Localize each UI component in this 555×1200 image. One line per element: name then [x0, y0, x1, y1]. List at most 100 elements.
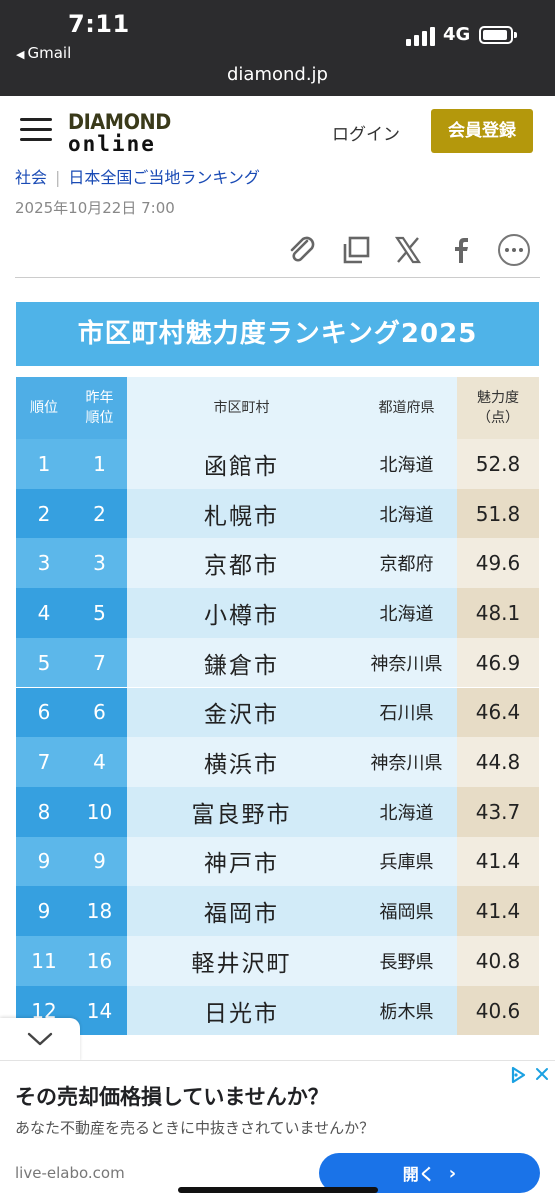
logo-line1: DIAMOND	[68, 110, 171, 134]
score-cell: 40.8	[457, 936, 539, 986]
battery-icon	[479, 26, 517, 44]
status-bar: 7:11 ◀ Gmail 4G diamond.jp	[0, 0, 555, 96]
score-cell: 40.6	[457, 985, 539, 1036]
score-cell: 41.4	[457, 836, 539, 887]
prefecture-cell: 栃木県	[356, 985, 457, 1036]
rank-cell: 7	[16, 737, 72, 787]
prefecture-cell: 石川県	[356, 687, 457, 738]
login-link[interactable]: ログイン	[332, 125, 400, 145]
prefecture-cell: 北海道	[356, 439, 457, 489]
breadcrumb: 社会 | 日本全国ご当地ランキング	[15, 164, 260, 188]
hamburger-menu-icon[interactable]	[20, 116, 52, 144]
prefecture-cell: 兵庫県	[356, 836, 457, 887]
rank-cell: 8	[16, 786, 72, 837]
score-cell: 52.8	[457, 439, 539, 489]
header-score-line2: （点）	[477, 410, 519, 426]
rank-cell: 2	[16, 488, 72, 539]
prev-rank-cell: 9	[72, 836, 127, 887]
status-time: 7:11	[68, 10, 130, 38]
back-to-app-link[interactable]: ◀ Gmail	[16, 44, 71, 62]
facebook-icon[interactable]	[443, 232, 479, 268]
score-cell: 46.4	[457, 687, 539, 738]
chevron-down-icon	[27, 1032, 53, 1046]
prev-rank-cell: 2	[72, 488, 127, 539]
rank-cell: 3	[16, 538, 72, 589]
score-cell: 48.1	[457, 588, 539, 638]
back-app-label: Gmail	[27, 44, 72, 62]
city-cell: 福岡市	[127, 886, 356, 936]
score-cell: 49.6	[457, 538, 539, 589]
header-prev-rank-line1: 昨年	[85, 390, 114, 406]
prev-rank-cell: 1	[72, 439, 127, 489]
table-row: 9 9 神戸市 兵庫県 41.4	[16, 836, 539, 887]
prefecture-cell: 京都府	[356, 538, 457, 589]
rank-cell: 4	[16, 588, 72, 638]
prefecture-cell: 北海道	[356, 488, 457, 539]
prev-rank-cell: 10	[72, 786, 127, 837]
score-cell: 46.9	[457, 637, 539, 688]
rank-cell: 6	[16, 687, 72, 738]
prev-rank-cell: 3	[72, 538, 127, 589]
ranking-title: 市区町村魅力度ランキング2025	[16, 302, 539, 366]
prefecture-cell: 神奈川県	[356, 737, 457, 787]
url-bar[interactable]: diamond.jp	[227, 64, 328, 85]
table-row: 12 14 日光市 栃木県 40.6	[16, 985, 539, 1036]
register-button[interactable]: 会員登録	[431, 109, 533, 153]
ad-open-label: 開く	[402, 1165, 435, 1184]
header-prev-rank-line2: 順位	[85, 410, 114, 426]
header-prefecture: 都道府県	[356, 377, 457, 439]
header-score: 魅力度 （点）	[457, 377, 539, 439]
table-row: 1 1 函館市 北海道 52.8	[16, 439, 539, 489]
chevron-right-icon: ›	[448, 1162, 457, 1184]
table-row: 11 16 軽井沢町 長野県 40.8	[16, 936, 539, 986]
home-indicator	[178, 1187, 378, 1193]
breadcrumb-series[interactable]: 日本全国ご当地ランキング	[68, 168, 260, 187]
score-cell: 44.8	[457, 737, 539, 787]
header-prev-rank: 昨年 順位	[72, 377, 127, 439]
score-cell: 41.4	[457, 886, 539, 936]
table-row: 7 4 横浜市 神奈川県 44.8	[16, 737, 539, 787]
divider	[15, 277, 540, 278]
city-cell: 神戸市	[127, 836, 356, 887]
copy-icon[interactable]	[338, 232, 374, 268]
header-rank: 順位	[16, 377, 72, 439]
back-triangle-icon: ◀	[16, 48, 25, 61]
prev-rank-cell: 18	[72, 886, 127, 936]
breadcrumb-separator: |	[55, 168, 61, 187]
more-icon[interactable]	[496, 232, 532, 268]
prefecture-cell: 神奈川県	[356, 637, 457, 688]
city-cell: 小樽市	[127, 588, 356, 638]
prev-rank-cell: 14	[72, 985, 127, 1036]
ad-collapse-tab[interactable]	[0, 1018, 80, 1062]
city-cell: 横浜市	[127, 737, 356, 787]
network-type: 4G	[443, 24, 471, 45]
paperclip-icon[interactable]	[284, 232, 320, 268]
city-cell: 京都市	[127, 538, 356, 589]
header-score-line1: 魅力度	[477, 390, 519, 406]
rank-cell: 9	[16, 886, 72, 936]
breadcrumb-category[interactable]: 社会	[15, 168, 48, 187]
ad-title[interactable]: その売却価格損していませんか？	[15, 1085, 329, 1109]
x-icon[interactable]	[390, 232, 426, 268]
prev-rank-cell: 5	[72, 588, 127, 638]
ad-close-icon[interactable]	[534, 1065, 550, 1083]
rank-cell: 5	[16, 637, 72, 688]
city-cell: 日光市	[127, 985, 356, 1036]
ad-banner[interactable]: その売却価格損していませんか？ あなた不動産を売るときに中抜きされていませんか？…	[0, 1060, 555, 1200]
table-row: 5 7 鎌倉市 神奈川県 46.9	[16, 637, 539, 688]
prev-rank-cell: 7	[72, 637, 127, 688]
prefecture-cell: 北海道	[356, 588, 457, 638]
ad-domain[interactable]: live-elabo.com	[15, 1164, 125, 1182]
table-row: 9 18 福岡市 福岡県 41.4	[16, 886, 539, 936]
score-cell: 43.7	[457, 786, 539, 837]
ad-open-button[interactable]: 開く ›	[319, 1153, 540, 1193]
ad-description[interactable]: あなた不動産を売るときに中抜きされていませんか？	[15, 1119, 375, 1137]
site-logo[interactable]: DIAMOND online	[68, 111, 180, 155]
adchoices-icon[interactable]	[508, 1065, 528, 1085]
signal-icon	[406, 24, 436, 46]
logo-line2: online	[68, 132, 156, 156]
city-cell: 札幌市	[127, 488, 356, 539]
publish-date: 2025年10月22日 7:00	[15, 199, 175, 217]
rank-cell: 9	[16, 836, 72, 887]
city-cell: 軽井沢町	[127, 936, 356, 986]
